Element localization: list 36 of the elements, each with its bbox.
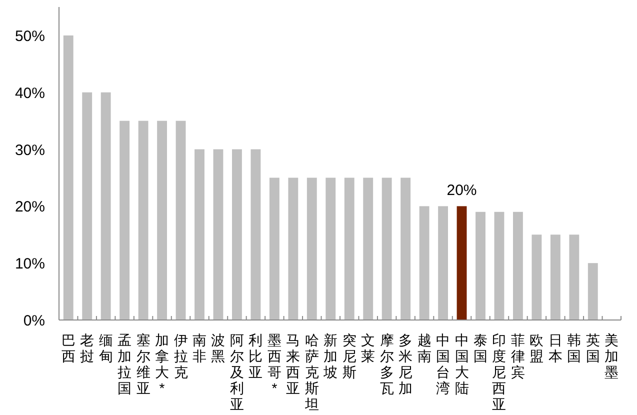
x-tick-label: 欧盟 bbox=[530, 332, 544, 364]
y-tick-label: 20% bbox=[14, 198, 45, 216]
y-tick-label: 30% bbox=[14, 142, 45, 159]
x-tick-label: 墨西哥* bbox=[267, 332, 282, 396]
x-tick-label: 美加墨 bbox=[604, 332, 619, 380]
x-tick-label: 利比亚 bbox=[248, 332, 263, 380]
x-tick-label: 日本 bbox=[548, 332, 562, 364]
x-tick-label: 多米尼加 bbox=[398, 332, 413, 396]
x-tick-label: 塞尔维亚 bbox=[136, 332, 150, 396]
x-tick-label: 新加坡 bbox=[322, 332, 338, 380]
x-tick-label: 中国台湾 bbox=[436, 332, 450, 396]
x-tick-label: 哈萨克斯坦 bbox=[304, 332, 319, 412]
y-tick-label: 0% bbox=[23, 312, 45, 330]
x-tick-label: 南非 bbox=[192, 332, 206, 364]
x-tick-label: 孟加拉国 bbox=[118, 332, 132, 396]
x-tick-label: 韩国 bbox=[567, 332, 582, 364]
x-tick-label: 文莱 bbox=[361, 332, 376, 364]
x-tick-label: 马来西亚 bbox=[286, 332, 300, 396]
x-tick-label: 老挝 bbox=[80, 332, 94, 364]
x-tick-label: 菲律宾 bbox=[510, 332, 525, 380]
x-tick-label: 越南 bbox=[417, 332, 432, 364]
x-tick-label: 泰国 bbox=[474, 332, 488, 364]
x-tick-label: 突尼斯 bbox=[342, 332, 356, 380]
x-tick-label: 英国 bbox=[586, 332, 600, 364]
y-tick-label: 50% bbox=[14, 28, 45, 45]
x-tick-label: 波黑 bbox=[211, 332, 226, 364]
x-tick-label: 加拿大* bbox=[155, 332, 170, 396]
x-tick-label: 阿尔及利亚 bbox=[230, 332, 244, 412]
y-tick-label: 40% bbox=[14, 84, 45, 102]
x-tick-label: 摩尔多瓦 bbox=[380, 332, 394, 396]
y-tick-label: 10% bbox=[14, 256, 45, 273]
x-tick-label: 缅甸 bbox=[98, 332, 113, 364]
x-tick-label: 巴西 bbox=[61, 332, 76, 364]
x-tick-label: 印度尼西亚 bbox=[492, 332, 506, 412]
x-tick-label: 伊拉克 bbox=[174, 332, 188, 380]
x-tick-label: 中国大陆 bbox=[454, 332, 469, 396]
